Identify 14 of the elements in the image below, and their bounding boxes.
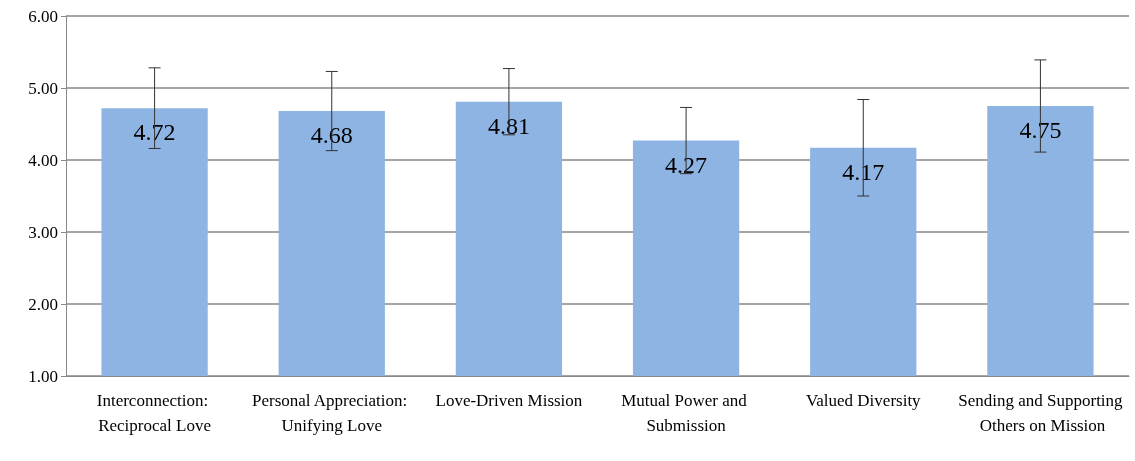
x-tick-label: Love-Driven Mission — [435, 391, 583, 410]
x-tick-label: Sending and Supporting Others on Mission — [958, 391, 1124, 435]
y-tick-label: 2.00 — [28, 294, 58, 314]
y-tick-label: 6.00 — [28, 6, 58, 26]
y-tick-label: 3.00 — [28, 222, 58, 242]
x-tick-label: Interconnection: Reciprocal Love — [96, 391, 213, 435]
y-tick-label: 4.00 — [28, 150, 58, 170]
data-label: 4.81 — [487, 112, 530, 139]
x-tick-label: Personal Appreciation: Unifying Love — [251, 391, 412, 435]
x-tick-label: Mutual Power and Submission — [621, 391, 752, 435]
data-label: 4.27 — [665, 151, 708, 178]
y-tick-label: 5.00 — [28, 78, 58, 98]
x-tick-label: Valued Diversity — [805, 391, 922, 410]
y-tick-label: 1.00 — [28, 366, 58, 386]
